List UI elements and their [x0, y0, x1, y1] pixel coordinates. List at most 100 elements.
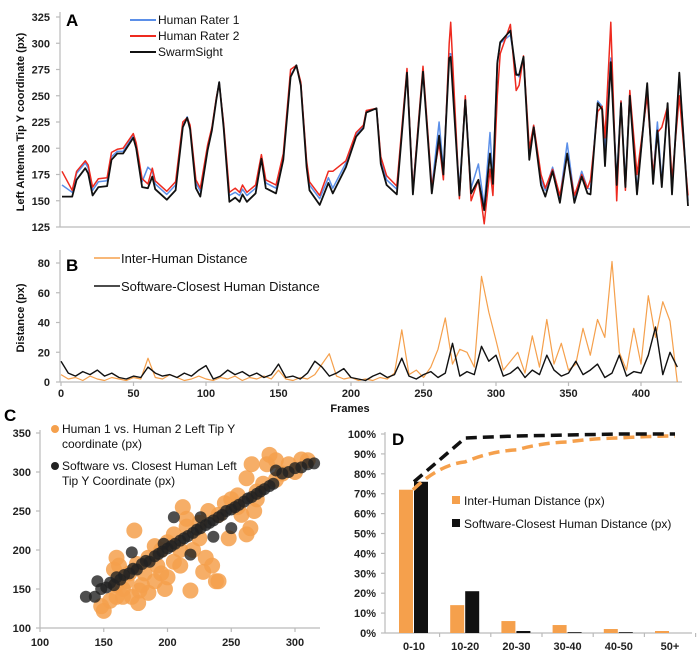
c-legend-line: Tip Y Coordinate (px): [62, 474, 175, 488]
b-x-tick-label: 50: [127, 388, 139, 400]
d-bar-inter-human: [450, 605, 465, 633]
c-x-tick-label: 250: [222, 637, 240, 649]
d-y-tick-label: 70%: [354, 489, 376, 501]
d-x-tick-label: 30-40: [554, 641, 582, 653]
c-scatter-point: [204, 557, 221, 574]
d-legend-swatch: [452, 519, 460, 527]
c-x-tick-label: 200: [158, 637, 176, 649]
c-y-tick-label: 300: [13, 467, 31, 479]
b-x-axis-label: Frames: [330, 403, 369, 415]
c-scatter-point: [130, 595, 147, 612]
b-x-tick-label: 350: [559, 388, 577, 400]
c-scatter-point: [157, 537, 170, 550]
d-y-tick-label: 80%: [354, 469, 376, 481]
d-bar-inter-human: [603, 629, 618, 633]
d-bar-software: [414, 481, 428, 633]
b-y-tick-label: 60: [38, 288, 50, 300]
b-x-tick-label: 400: [632, 388, 650, 400]
b-x-tick-label: 150: [269, 388, 287, 400]
d-y-tick-label: 40%: [354, 548, 376, 560]
d-cumulative-line-inter-human: [411, 434, 676, 491]
a-y-tick-label: 325: [32, 12, 50, 24]
d-y-tick-label: 100%: [348, 429, 376, 441]
c-scatter-point: [182, 582, 199, 599]
c-x-tick-label: 100: [31, 637, 49, 649]
d-legend-label: Inter-Human Distance (px): [464, 494, 605, 508]
c-y-tick-label: 350: [13, 428, 31, 440]
c-scatter-point: [243, 456, 260, 473]
d-y-tick-label: 90%: [354, 449, 376, 461]
c-y-tick-label: 150: [13, 584, 31, 596]
d-bar-inter-human: [399, 489, 413, 633]
a-y-tick-label: 300: [32, 38, 50, 50]
c-x-tick-label: 300: [286, 637, 304, 649]
b-y-tick-label: 20: [38, 347, 50, 359]
b-x-tick-label: 100: [197, 388, 215, 400]
c-scatter-point: [91, 575, 104, 588]
c-scatter-point: [269, 464, 282, 477]
c-scatter-point: [238, 470, 255, 487]
d-y-tick-label: 0%: [360, 628, 376, 640]
c-scatter-point: [131, 582, 148, 599]
c-scatter-point: [79, 590, 92, 603]
b-y-tick-label: 40: [38, 318, 50, 330]
b-panel-label: B: [66, 256, 78, 275]
c-scatter-point: [194, 511, 207, 524]
b-x-tick-label: 300: [487, 388, 505, 400]
c-scatter-point: [210, 573, 227, 590]
c-scatter-point: [225, 522, 238, 535]
a-legend-label: Human Rater 1: [158, 13, 240, 27]
d-legend-swatch: [452, 496, 460, 504]
c-legend-line: Software vs. Closest Human Left: [62, 459, 237, 473]
c-scatter-point: [172, 557, 189, 574]
b-legend-label: Inter-Human Distance: [121, 251, 247, 266]
c-y-tick-label: 100: [13, 623, 31, 635]
c-legend-swatch: [51, 425, 59, 433]
b-x-tick-label: 0: [58, 388, 64, 400]
c-legend-line: Human 1 vs. Human 2 Left Tip Y: [62, 422, 235, 436]
a-y-tick-label: 175: [32, 170, 50, 182]
d-legend-label: Software-Closest Human Distance (px): [464, 517, 671, 531]
d-y-tick-label: 50%: [354, 529, 376, 541]
c-scatter-point: [125, 546, 138, 559]
c-y-tick-label: 200: [13, 545, 31, 557]
d-bar-software: [618, 632, 633, 633]
b-y-tick-label: 0: [44, 377, 50, 389]
d-y-tick-label: 60%: [354, 509, 376, 521]
a-y-axis-label: Left Antenna Tip Y coordinate (px): [15, 32, 27, 211]
a-y-tick-label: 225: [32, 117, 50, 129]
d-y-tick-label: 10%: [354, 608, 376, 620]
d-bar-inter-human: [655, 631, 669, 633]
c-legend-swatch: [51, 462, 59, 470]
d-bar-software: [465, 591, 480, 633]
d-bar-software: [516, 631, 531, 633]
a-series-line-2: [62, 29, 689, 212]
d-y-tick-label: 30%: [354, 568, 376, 580]
d-x-tick-label: 20-30: [502, 641, 530, 653]
c-scatter-point: [242, 520, 259, 537]
c-scatter-point: [184, 548, 197, 561]
d-x-tick-label: 10-20: [451, 641, 479, 653]
b-x-tick-label: 250: [414, 388, 432, 400]
c-panel-label: C: [4, 406, 16, 425]
d-panel-label: D: [392, 430, 404, 449]
c-scatter-point: [267, 452, 284, 469]
a-legend-label: Human Rater 2: [158, 29, 240, 43]
c-legend-line: coordinate (px): [62, 437, 142, 451]
c-scatter-point: [114, 588, 131, 605]
a-panel-label: A: [66, 11, 78, 30]
c-scatter-point: [220, 530, 237, 547]
d-bar-inter-human: [552, 625, 567, 633]
b-y-tick-label: 80: [38, 258, 50, 270]
c-x-tick-label: 150: [95, 637, 113, 649]
c-y-tick-label: 250: [13, 506, 31, 518]
b-legend-label: Software-Closest Human Distance: [121, 279, 320, 294]
a-y-tick-label: 275: [32, 65, 50, 77]
a-y-tick-label: 250: [32, 91, 50, 103]
a-y-tick-label: 200: [32, 143, 50, 155]
c-legend-label: Software vs. Closest Human Left Tip Y Coo…: [62, 459, 237, 488]
c-scatter-point: [308, 457, 321, 470]
d-bar-inter-human: [501, 621, 516, 633]
a-y-tick-label: 150: [32, 196, 50, 208]
